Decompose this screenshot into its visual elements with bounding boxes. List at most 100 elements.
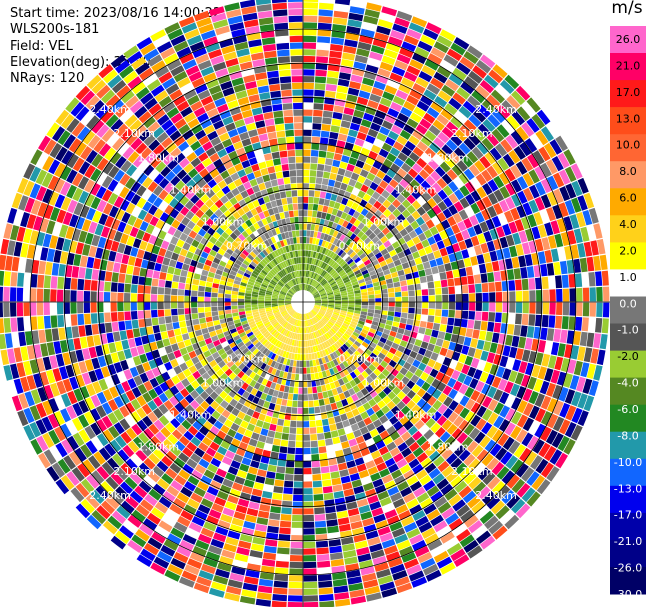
- ray-gate: [311, 454, 320, 461]
- ray-gate: [104, 238, 113, 250]
- ray-gate: [310, 447, 319, 454]
- ray-gate: [251, 294, 258, 298]
- ray-gate: [435, 371, 445, 382]
- ray-gate: [399, 415, 410, 426]
- ray-gate: [232, 312, 239, 317]
- ray-gate: [386, 425, 397, 436]
- ray-gate: [589, 287, 596, 302]
- ray-gate: [132, 436, 145, 449]
- ray-gate: [52, 126, 66, 142]
- ray-gate: [577, 243, 586, 258]
- ray-gate: [182, 59, 197, 70]
- ray-gate: [170, 34, 186, 47]
- ray-gate: [344, 39, 358, 48]
- ray-gate: [177, 302, 184, 309]
- ray-gate: [164, 204, 174, 215]
- ray-gate: [72, 157, 85, 172]
- ray-gate: [464, 514, 479, 528]
- ray-gate: [272, 221, 279, 229]
- ray-gate: [307, 257, 310, 264]
- ray-gate: [131, 206, 142, 218]
- ray-gate: [346, 396, 354, 405]
- ray-gate: [358, 334, 366, 341]
- ray-gate: [369, 206, 378, 215]
- ray-gate: [66, 420, 78, 435]
- ray-gate: [420, 371, 429, 381]
- ray-gate: [447, 216, 457, 227]
- ray-gate: [229, 364, 238, 372]
- ray-gate: [391, 271, 399, 278]
- ray-gate: [315, 283, 321, 289]
- ray-gate: [195, 199, 205, 209]
- ray-gate: [551, 432, 564, 448]
- ray-gate: [346, 339, 354, 346]
- ray-gate: [222, 507, 235, 517]
- ray-gate: [448, 253, 457, 263]
- ray-gate: [157, 41, 173, 54]
- ray-gate: [559, 186, 571, 202]
- ray-gate: [220, 170, 230, 180]
- ray-gate: [222, 116, 234, 126]
- ray-gate: [215, 218, 224, 227]
- ray-gate: [260, 407, 268, 415]
- ray-gate: [266, 312, 273, 316]
- ray-gate: [60, 423, 72, 438]
- ray-gate: [53, 341, 62, 355]
- ray-gate: [326, 276, 333, 282]
- ray-gate: [303, 595, 319, 602]
- ray-gate: [143, 457, 156, 470]
- ray-gate: [327, 242, 333, 250]
- ray-gate: [257, 322, 264, 328]
- ray-gate: [408, 458, 420, 469]
- ray-gate: [296, 326, 299, 334]
- ray-gate: [416, 452, 428, 463]
- ray-gate: [308, 264, 311, 271]
- ray-gate: [357, 41, 372, 51]
- ray-gate: [458, 419, 470, 432]
- ray-gate: [570, 244, 580, 259]
- ray-gate: [88, 455, 101, 470]
- ray-gate: [589, 302, 596, 317]
- ray-gate: [294, 312, 298, 319]
- ray-gate: [352, 284, 360, 289]
- ray-gate: [509, 291, 516, 302]
- ray-gate: [159, 212, 170, 222]
- ray-gate: [203, 72, 217, 83]
- ray-gate: [338, 241, 346, 249]
- ray-gate: [448, 494, 462, 507]
- ray-gate: [113, 396, 124, 408]
- ray-gate: [455, 294, 462, 302]
- ray-gate: [416, 157, 427, 169]
- ray-gate: [294, 319, 298, 326]
- ray-gate: [150, 84, 165, 97]
- ray-gate: [511, 90, 526, 106]
- ray-gate: [511, 397, 522, 411]
- ray-gate: [209, 266, 217, 274]
- ray-gate: [380, 360, 388, 369]
- ray-gate: [5, 255, 13, 271]
- ray-gate: [349, 275, 357, 281]
- ray-gate: [147, 470, 161, 483]
- ray-gate: [309, 176, 316, 184]
- ray-gate: [24, 197, 35, 213]
- ray-gate: [134, 336, 143, 347]
- ray-gate: [400, 280, 407, 287]
- ray-gate: [484, 439, 497, 453]
- ray-gate: [334, 275, 341, 281]
- ray-gate: [499, 79, 515, 94]
- ray-gate: [364, 276, 372, 282]
- ray-gate: [323, 233, 329, 241]
- ray-gate: [307, 319, 311, 326]
- ray-gate: [422, 302, 429, 309]
- ray-gate: [117, 142, 130, 155]
- ray-gate: [325, 257, 331, 264]
- ray-gate: [262, 267, 270, 274]
- ray-gate: [186, 345, 194, 353]
- ray-gate: [411, 394, 422, 404]
- ray-gate: [252, 270, 260, 276]
- ray-gate: [375, 298, 382, 302]
- ray-gate: [223, 252, 231, 259]
- ray-gate: [292, 514, 303, 522]
- ray-gate: [470, 402, 481, 414]
- ray-gate: [379, 532, 394, 543]
